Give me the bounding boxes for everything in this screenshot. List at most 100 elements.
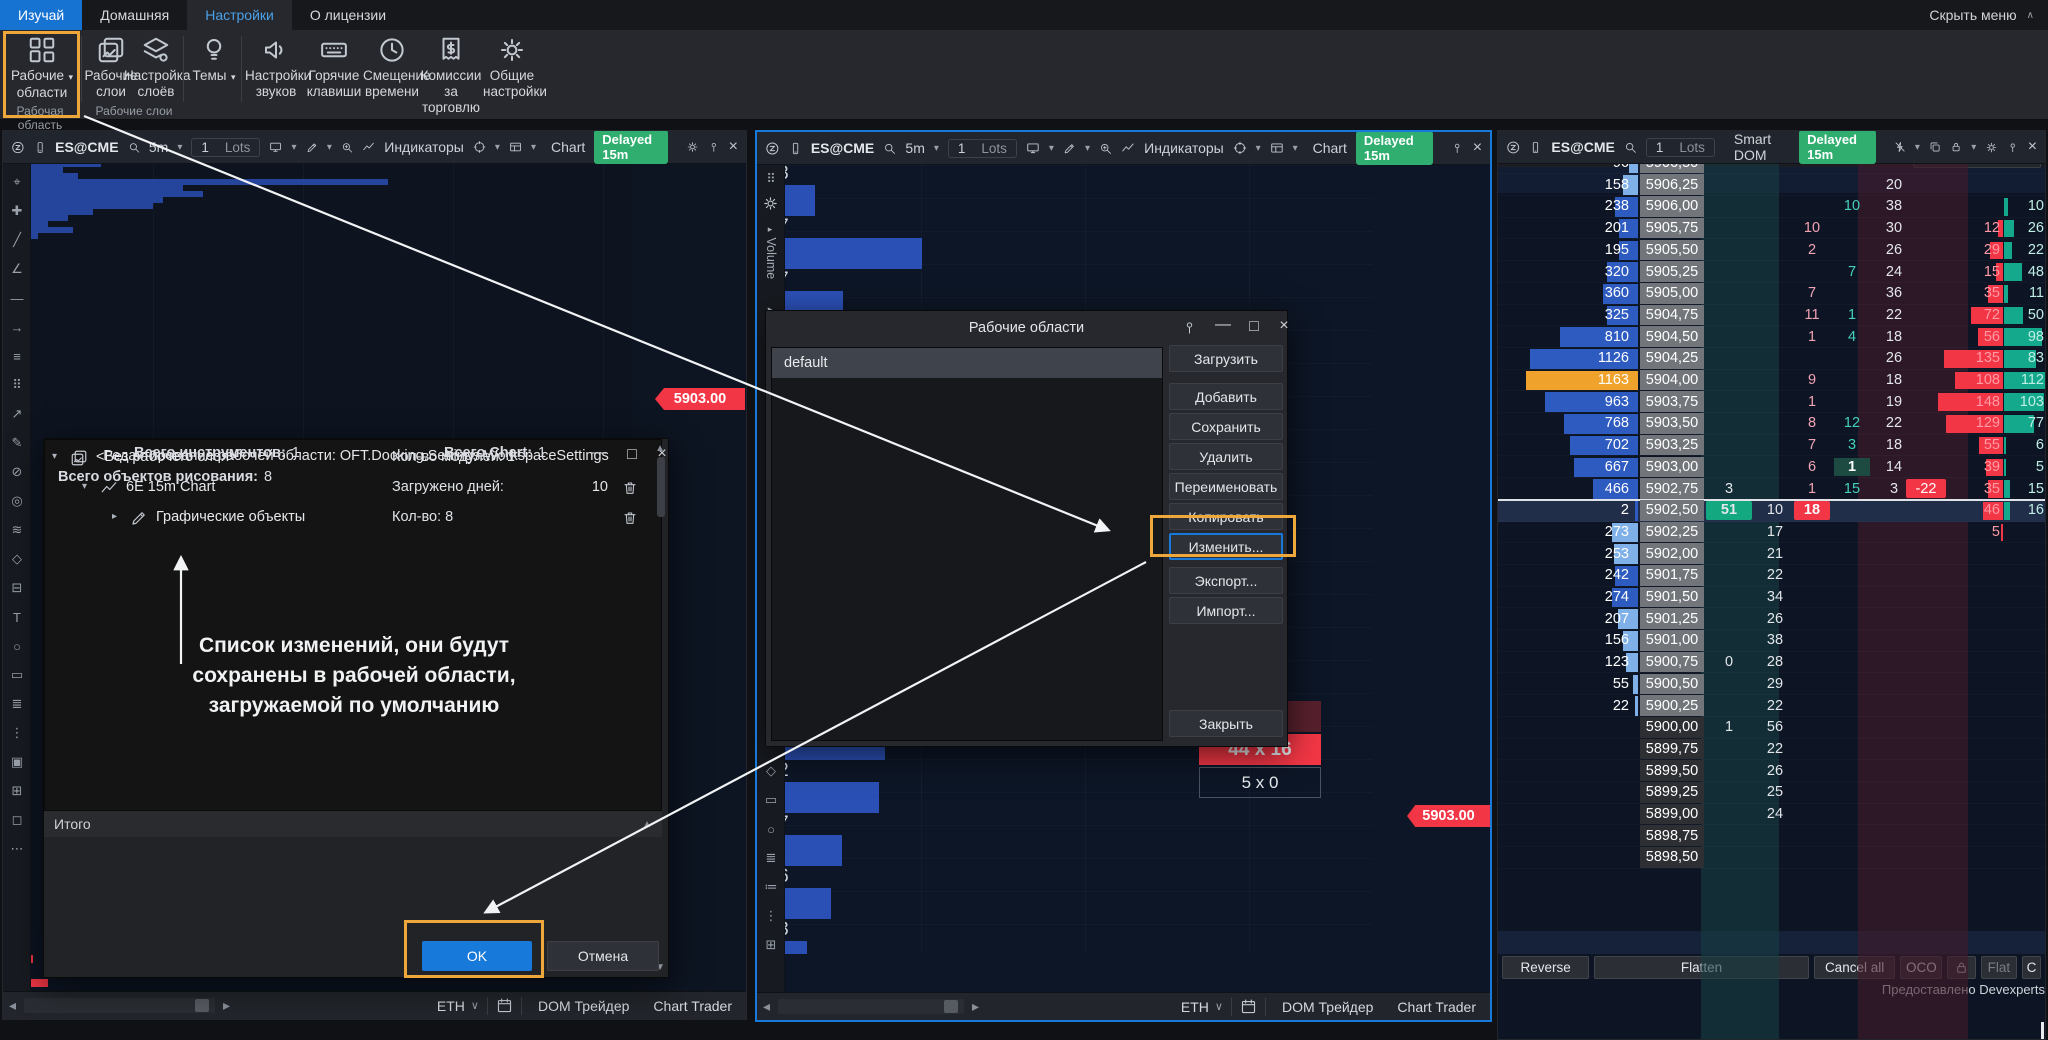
ws-button-2[interactable]: Добавить <box>1169 383 1283 410</box>
monitor-icon[interactable] <box>1026 139 1040 157</box>
ribbon-button-receipt[interactable]: Комиссии за торговлю <box>416 34 486 116</box>
ladder-row[interactable]: 5898,50 <box>1498 847 2045 869</box>
calendar-icon[interactable] <box>496 997 513 1014</box>
bid-cell[interactable]: 29 <box>1766 675 1784 692</box>
ladder-row[interactable]: 702 5903,25 7 3 18 55 6 <box>1498 434 2045 457</box>
scroll-right-icon[interactable]: ▸ <box>222 997 230 1013</box>
session-select[interactable]: ETH ∨ <box>1181 999 1223 1015</box>
drawing-tool-icon[interactable]: ✚ <box>11 203 23 218</box>
close-icon[interactable]: × <box>1279 317 1289 334</box>
monitor-icon[interactable] <box>269 138 282 156</box>
minimize-icon[interactable]: — <box>1215 316 1231 333</box>
ladder-row[interactable]: 5899,75 22 <box>1498 738 2045 761</box>
hide-menu-button[interactable]: Скрыть меню ∧ <box>1929 0 2034 30</box>
ask-cell[interactable]: 26 <box>1885 350 1903 367</box>
bid-cell[interactable]: 25 <box>1766 784 1784 801</box>
ribbon-button-layersgear[interactable]: Настройка слоёв <box>124 34 190 100</box>
ask-cell[interactable]: 3 <box>1889 480 1899 497</box>
tree-row[interactable]: ▸ Графические объекты Кол-во: 8 <box>44 505 668 533</box>
drawing-tool-icon[interactable]: ▭ <box>10 667 24 682</box>
chart-mode-label[interactable]: Chart <box>551 139 586 155</box>
bid-cell[interactable]: 22 <box>1766 697 1784 714</box>
drawing-tool-icon[interactable]: ≡ <box>13 348 21 364</box>
ribbon-button-layerscopy[interactable]: Рабочие слои <box>84 34 138 100</box>
maximize-icon[interactable]: □ <box>1249 318 1259 335</box>
drawing-tool-icon[interactable]: ⌖ <box>13 174 21 189</box>
scroll-right-icon[interactable]: ▸ <box>971 998 979 1014</box>
bid-cell[interactable]: 34 <box>1766 589 1784 606</box>
quantity-box[interactable]: 1 Lots <box>191 137 261 157</box>
drawing-tool-icon[interactable]: ⊞ <box>765 937 777 952</box>
crosshair-icon[interactable] <box>473 138 486 156</box>
ask-cell[interactable]: 14 <box>1885 458 1903 475</box>
close-icon[interactable]: × <box>728 138 738 155</box>
ladder-row[interactable]: 207 5901,25 26 <box>1498 608 2045 630</box>
flash-off-icon[interactable] <box>1894 139 1906 155</box>
ribbon-button-keyboard[interactable]: Горячие клавиши <box>305 34 363 100</box>
drawing-tool-icon[interactable]: ⊟ <box>11 580 23 595</box>
h-scrollbar-thumb[interactable] <box>943 1000 958 1013</box>
ladder-row[interactable]: 963 5903,75 1 19 148 103 <box>1498 391 2045 413</box>
tree-node-value[interactable]: 10 <box>591 479 608 495</box>
scroll-left-icon[interactable]: ◂ <box>9 997 17 1013</box>
ladder-row[interactable]: 360 5905,00 7 36 35 11 <box>1498 282 2045 305</box>
drawing-tool-icon[interactable]: ╱ <box>13 232 21 247</box>
trash-icon[interactable] <box>622 480 638 496</box>
menu-tab-4[interactable]: О лицензии <box>292 0 404 30</box>
drawing-pencil-icon[interactable] <box>306 139 318 156</box>
ribbon-button-grid[interactable]: Рабочие ▾ области <box>4 34 80 101</box>
drawing-tool-icon[interactable]: ⠿ <box>12 377 22 392</box>
drawing-pencil-icon[interactable] <box>1063 140 1076 157</box>
bid-cell[interactable]: 28 <box>1766 654 1784 671</box>
drawing-tool-icon[interactable]: ◇ <box>12 551 22 566</box>
h-scrollbar[interactable] <box>778 999 964 1014</box>
ws-button-3[interactable]: Сохранить <box>1169 413 1283 440</box>
ws-button-7[interactable]: Изменить... <box>1169 533 1283 560</box>
pin-icon[interactable] <box>1182 320 1197 335</box>
quantity-box[interactable]: 1 Lots <box>947 138 1017 158</box>
ask-cell[interactable]: 36 <box>1885 285 1903 302</box>
session-select[interactable]: ETH ∨ <box>437 998 479 1014</box>
ladder-row[interactable]: 1163 5904,00 9 18 108 112 <box>1498 369 2045 392</box>
menu-tab-3[interactable]: Настройки <box>187 0 292 30</box>
drawing-tool-icon[interactable]: ⊞ <box>11 783 23 798</box>
ladder-row[interactable]: 768 5903,50 8 12 22 129 77 <box>1498 413 2045 435</box>
ask-cell[interactable]: 22 <box>1885 415 1903 432</box>
pin-icon[interactable] <box>1451 140 1463 156</box>
c-button[interactable]: C <box>2021 956 2041 979</box>
ask-cell[interactable]: 38 <box>1885 198 1903 215</box>
ws-button-8[interactable]: Экспорт... <box>1169 567 1283 594</box>
drawing-tool-icon[interactable]: ✎ <box>11 435 23 450</box>
ladder-row[interactable]: 195 5905,50 2 26 29 22 <box>1498 239 2045 262</box>
scroll-down-icon[interactable]: ▼ <box>655 962 665 973</box>
crosshair-icon[interactable] <box>1233 139 1247 157</box>
bid-cell[interactable]: 22 <box>1766 567 1784 584</box>
dom-trader-button[interactable]: DOM Трейдер <box>537 997 630 1014</box>
ribbon-button-bulb[interactable]: Темы ▾ <box>187 34 241 85</box>
reverse-button[interactable]: Reverse <box>1502 956 1590 979</box>
drawing-tool-icon[interactable]: ∠ <box>11 261 23 276</box>
copy-icon[interactable] <box>1929 139 1941 155</box>
bid-cell[interactable]: 21 <box>1766 545 1784 562</box>
ribbon-button-speaker[interactable]: Настройки звуков <box>245 34 311 100</box>
gear-icon[interactable] <box>1985 139 1998 156</box>
symbol-label[interactable]: ES@CME <box>1551 139 1615 155</box>
drawing-tool-icon[interactable]: ▭ <box>764 792 778 807</box>
drawing-tool-icon[interactable]: ⊘ <box>11 464 23 479</box>
ask-cell[interactable]: 26 <box>1885 241 1903 258</box>
collapse-icon[interactable]: ▲ <box>642 818 652 830</box>
ws-button-5[interactable]: Переименовать <box>1169 473 1283 500</box>
ladder-row[interactable]: 274 5901,50 34 <box>1498 586 2045 609</box>
timeframe-select[interactable]: 5m <box>148 139 169 155</box>
drawing-tool-icon[interactable]: ≣ <box>765 850 777 865</box>
layout-panels-icon[interactable] <box>509 138 522 156</box>
drawing-tool-icon[interactable]: → <box>10 319 24 335</box>
drawing-tool-icon[interactable]: ◻ <box>11 812 23 827</box>
ladder-row[interactable]: 22 5900,25 22 <box>1498 695 2045 717</box>
ws-button-1[interactable]: Загрузить <box>1169 345 1283 372</box>
drawing-tool-icon[interactable]: ▣ <box>10 754 24 769</box>
ladder-row[interactable]: 466 5902,75 3 1 15 3 -22 35 15 <box>1498 478 2045 500</box>
indicators-icon[interactable] <box>1121 139 1135 157</box>
ladder-row[interactable]: 810 5904,50 1 4 18 56 98 <box>1498 326 2045 348</box>
lock-icon[interactable] <box>1950 139 1962 155</box>
